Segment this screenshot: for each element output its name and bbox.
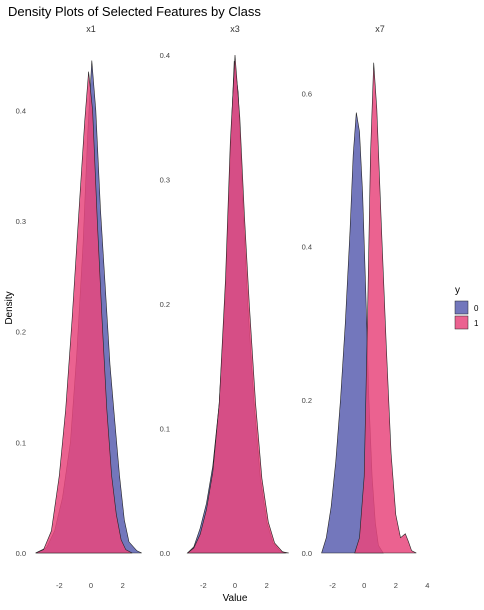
density-area-class-1 xyxy=(35,71,133,554)
y-tick-label: 0.4 xyxy=(16,106,26,115)
x-tick-label: -2 xyxy=(200,581,207,590)
legend-key-0 xyxy=(454,300,469,315)
y-tick-label: 0.1 xyxy=(160,425,170,434)
legend: y 0 1 xyxy=(454,285,479,330)
x-tick-label: 0 xyxy=(362,581,366,590)
y-tick-label: 0.0 xyxy=(160,549,170,558)
facet-label: x3 xyxy=(230,24,240,34)
legend-label-1: 1 xyxy=(474,319,479,328)
facet-panel-x3: x3 0.0 0.1 0.2 0.3 0.4 -2 0 2 xyxy=(160,24,289,590)
y-tick-label: 0.2 xyxy=(16,328,26,337)
facet-label: x7 xyxy=(375,24,385,34)
facet-panel-x1: x1 0.0 0.1 0.2 0.3 0.4 -2 0 2 xyxy=(16,24,142,590)
legend-key-1 xyxy=(454,315,469,330)
y-tick-label: 0.6 xyxy=(302,89,312,98)
y-tick-label: 0.3 xyxy=(160,176,170,185)
density-area-class-1 xyxy=(186,54,289,554)
facet-panels: x1 0.0 0.1 0.2 0.3 0.4 -2 0 2 x3 0.0 0.1 0.2 0.3 0.4 -2… xyxy=(16,24,430,590)
x-tick-label: 2 xyxy=(121,581,125,590)
facet-panel-x7: x7 0.0 0.2 0.4 0.6 -2 0 2 4 xyxy=(302,24,430,590)
x-tick-label: 4 xyxy=(425,581,429,590)
y-tick-label: 0.2 xyxy=(302,396,312,405)
y-tick-label: 0.0 xyxy=(302,549,312,558)
y-tick-label: 0.4 xyxy=(160,51,170,60)
x-tick-label: -2 xyxy=(329,581,336,590)
facet-label: x1 xyxy=(86,24,96,34)
y-tick-label: 0.0 xyxy=(16,549,26,558)
x-tick-label: 0 xyxy=(89,581,93,590)
x-tick-label: -2 xyxy=(56,581,63,590)
x-tick-label: 2 xyxy=(394,581,398,590)
y-tick-label: 0.4 xyxy=(302,243,312,252)
density-area-class-1 xyxy=(354,62,417,554)
x-tick-label: 0 xyxy=(233,581,237,590)
y-axis-label: Density xyxy=(4,291,15,324)
y-tick-label: 0.1 xyxy=(16,438,26,447)
y-tick-label: 0.2 xyxy=(160,300,170,309)
legend-title: y xyxy=(455,285,460,296)
x-axis-label: Value xyxy=(223,593,248,604)
x-tick-label: 2 xyxy=(265,581,269,590)
y-tick-label: 0.3 xyxy=(16,217,26,226)
legend-label-0: 0 xyxy=(474,304,479,313)
chart-title: Density Plots of Selected Features by Cl… xyxy=(8,4,261,19)
